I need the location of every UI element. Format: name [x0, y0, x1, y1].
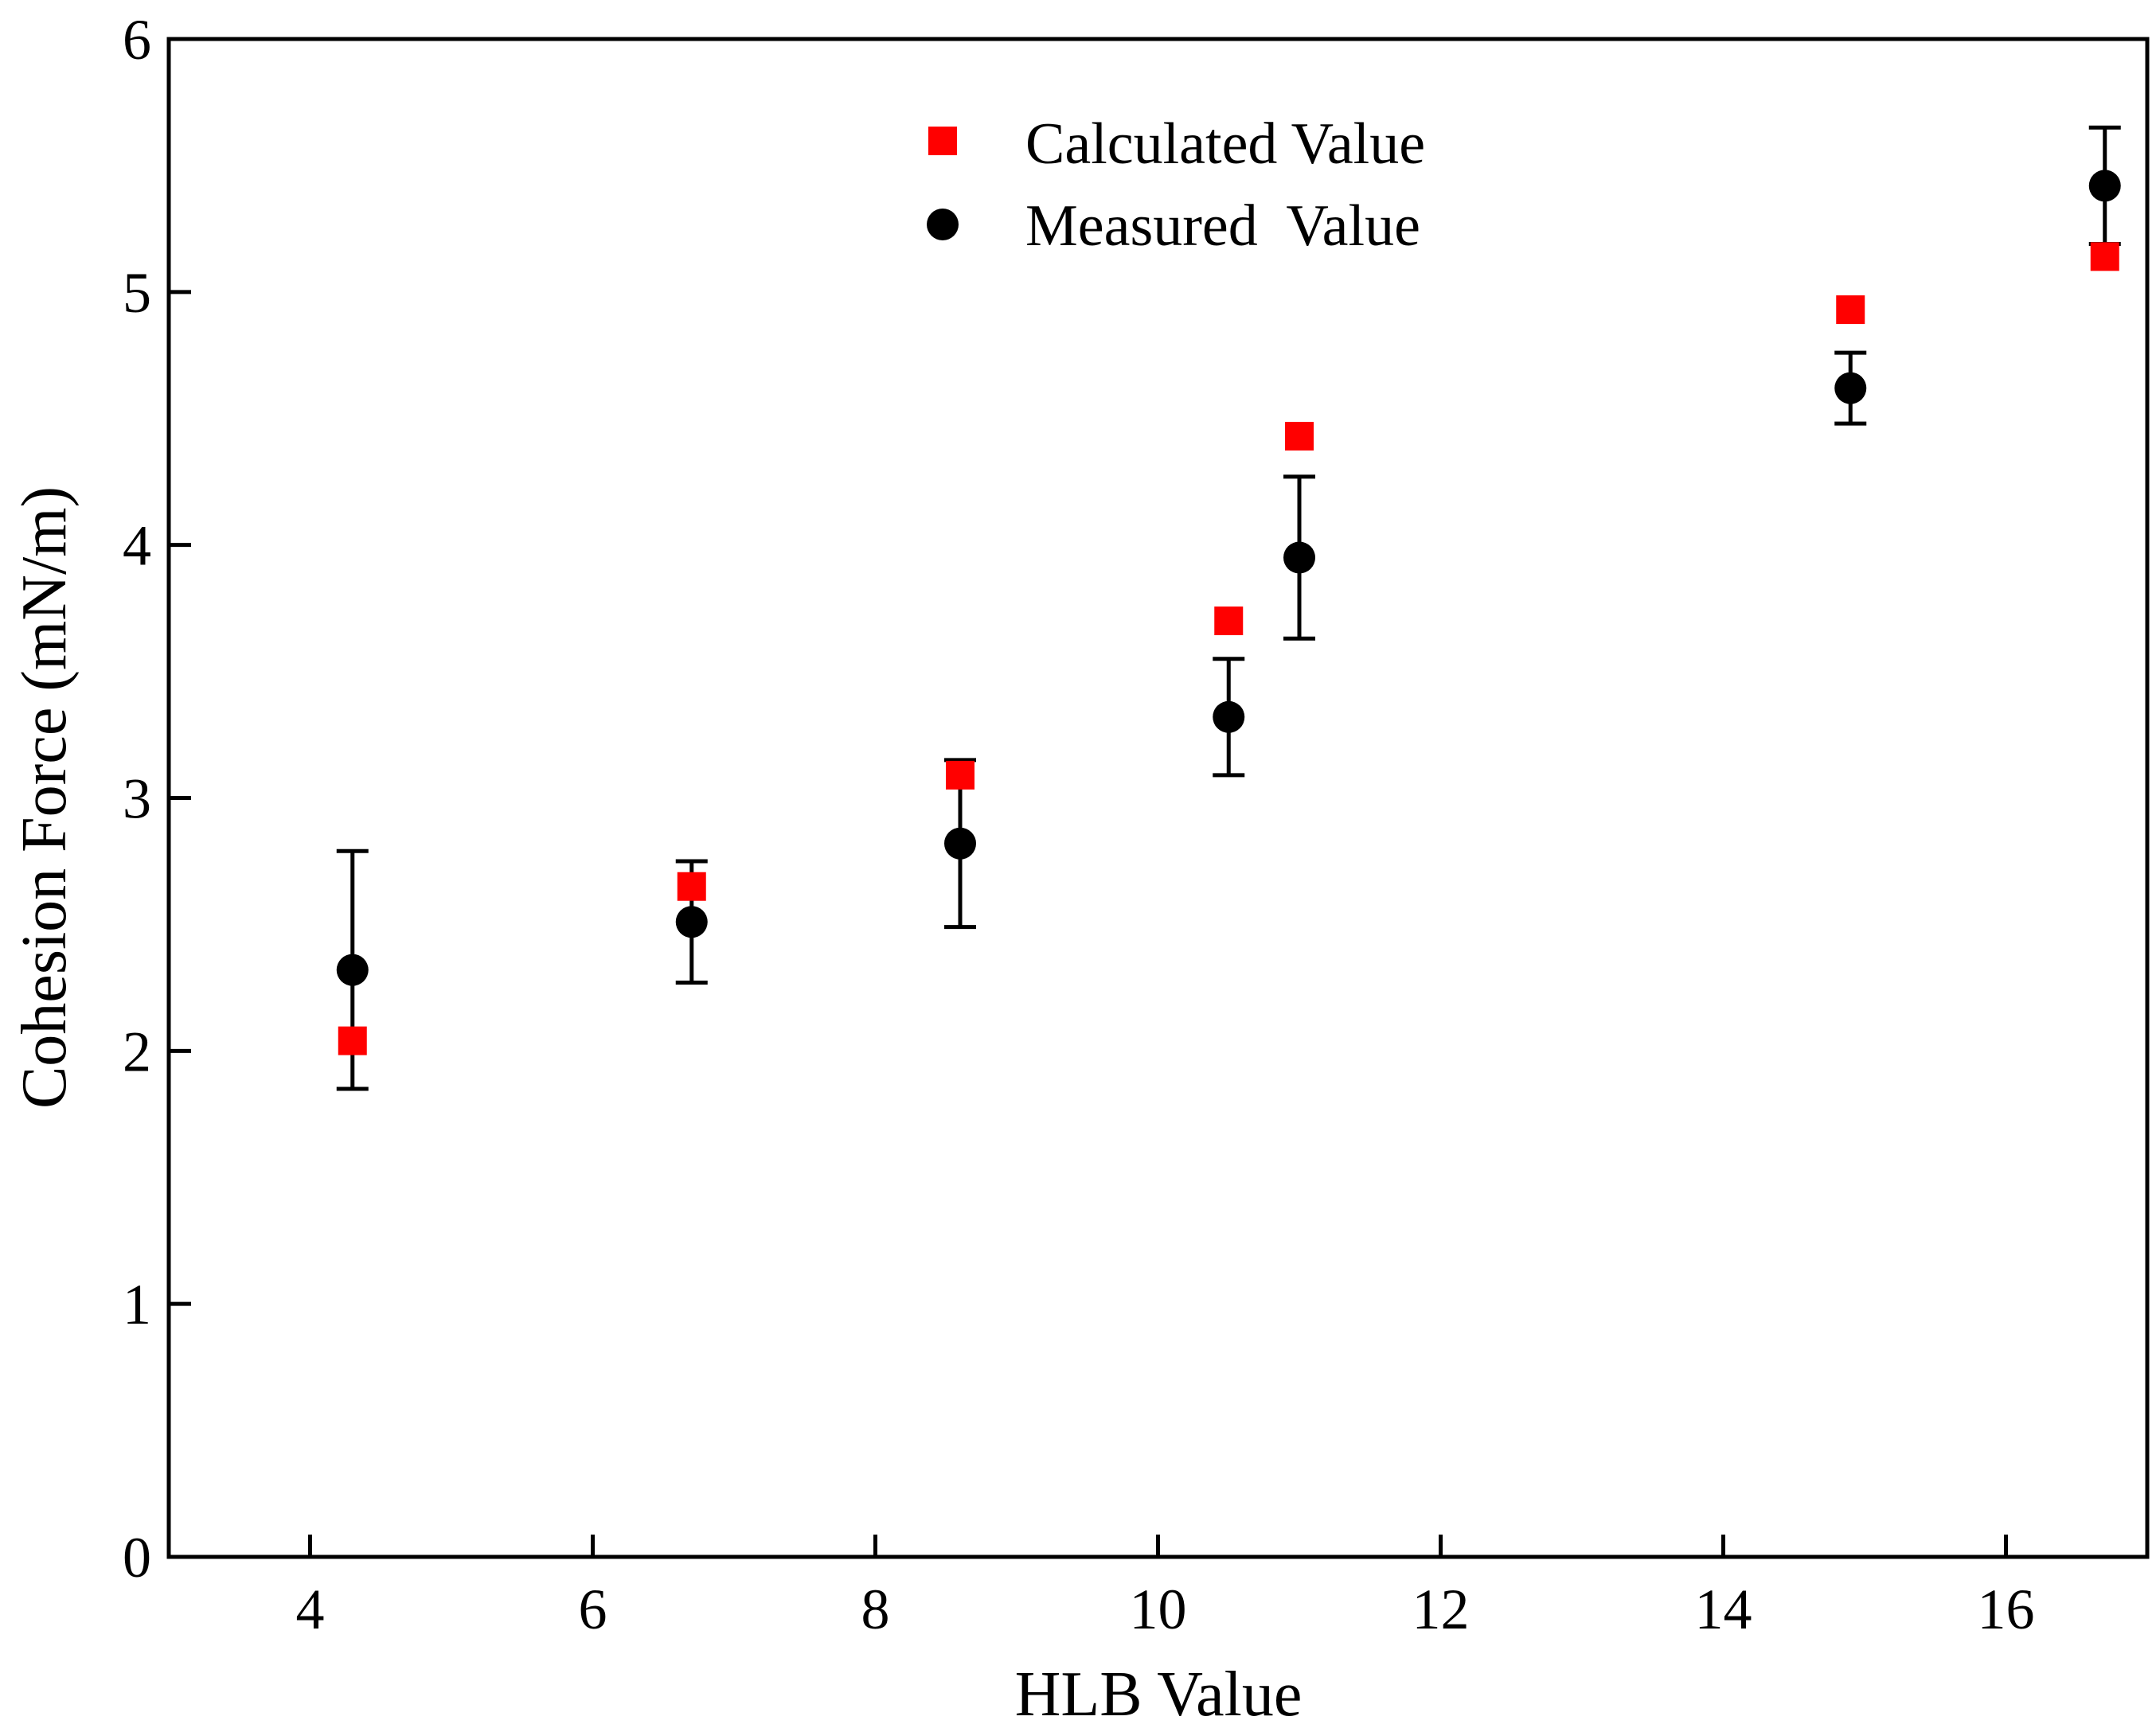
measured-point	[944, 827, 976, 860]
x-tick-label: 6	[579, 1578, 607, 1641]
measured-point	[336, 954, 369, 986]
calculated-point	[2090, 242, 2119, 271]
measured-series	[336, 170, 2121, 986]
y-tick-label: 0	[123, 1526, 151, 1590]
x-axis: 4 6 8 10 12 14 16	[296, 1535, 2035, 1641]
x-axis-title: HLB Value	[1015, 1660, 1303, 1724]
measured-point	[675, 906, 708, 938]
calculated-point	[338, 1026, 367, 1055]
y-tick-label: 1	[123, 1273, 151, 1336]
y-tick-label: 5	[123, 261, 151, 325]
measured-point	[1283, 541, 1315, 574]
calculated-point	[1285, 421, 1314, 451]
legend-measured-label: Measured Value	[1025, 193, 1420, 259]
calculated-point	[1836, 295, 1865, 325]
legend-measured-marker	[927, 209, 959, 240]
x-tick-label: 10	[1130, 1578, 1187, 1641]
x-tick-label: 14	[1695, 1578, 1752, 1641]
x-tick-label: 12	[1412, 1578, 1470, 1641]
calculated-point	[1214, 607, 1244, 636]
y-tick-label: 2	[123, 1020, 151, 1083]
plot-frame	[166, 37, 2150, 1559]
y-tick-label: 4	[123, 514, 151, 578]
legend-calculated-label: Calculated Value	[1025, 111, 1425, 177]
y-tick-label: 6	[123, 8, 151, 72]
x-tick-label: 4	[296, 1578, 325, 1641]
measured-point	[1213, 700, 1245, 733]
legend-calculated-marker	[928, 127, 957, 155]
measured-point	[2088, 170, 2121, 202]
y-tick-label: 3	[123, 767, 151, 831]
calculated-point	[677, 872, 706, 901]
calculated-point	[946, 760, 974, 790]
measured-point	[1834, 372, 1867, 404]
x-tick-label: 8	[861, 1578, 890, 1641]
legend: Calculated Value Measured Value	[927, 111, 1425, 259]
y-axis: 0 1 2 3 4 5 6	[123, 8, 191, 1590]
x-tick-label: 16	[1978, 1578, 2035, 1641]
y-axis-title: Cohesion Force (mN/m)	[10, 486, 80, 1109]
calculated-series	[338, 242, 2119, 1055]
